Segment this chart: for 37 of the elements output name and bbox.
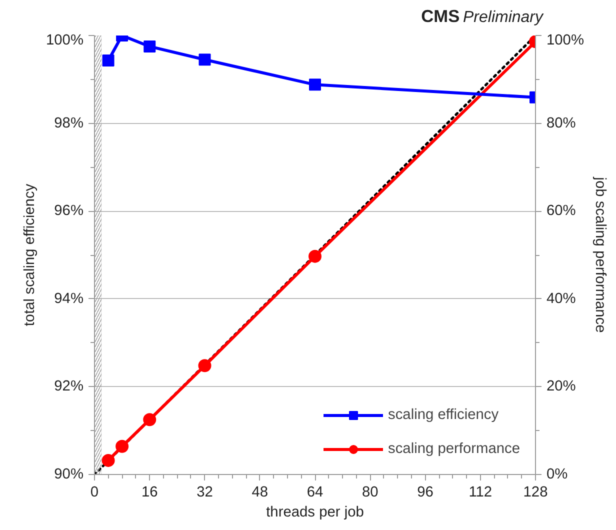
- x-tick-label: 96: [417, 484, 434, 500]
- y2-tick-label: 0%: [546, 466, 568, 482]
- legend-label: scaling performance: [388, 441, 520, 457]
- y-tick-label: 90%: [54, 466, 84, 482]
- point: [198, 54, 211, 66]
- y-tick-label: 96%: [54, 203, 84, 220]
- point: [198, 359, 212, 372]
- point: [308, 250, 322, 263]
- point: [309, 78, 321, 91]
- point: [116, 440, 129, 453]
- text: Preliminary: [462, 9, 543, 26]
- y-tick-label: 94%: [54, 290, 84, 307]
- y2-axis-title: job scaling performance: [592, 176, 608, 333]
- y-tick-label: 100%: [46, 32, 84, 48]
- x-tick-label: 128: [523, 484, 548, 500]
- y2-tick-label: 80%: [546, 115, 576, 132]
- x-tick-label: 112: [468, 484, 492, 500]
- y2-tick-label: 60%: [546, 203, 576, 220]
- x-tick-label: 48: [252, 484, 268, 500]
- text: CMS: [421, 6, 460, 26]
- point: [102, 454, 115, 467]
- x-tick-label: 0: [90, 484, 99, 500]
- y2-tick-label: 20%: [546, 378, 576, 395]
- point: [144, 40, 156, 52]
- x-axis-title: threads per job: [266, 504, 364, 520]
- y-tick-label: 98%: [54, 115, 84, 132]
- y-tick-label: 92%: [54, 378, 84, 395]
- y2-tick-label: 40%: [546, 290, 576, 307]
- legend-label: scaling efficiency: [388, 407, 499, 423]
- x-tick-label: 64: [306, 484, 324, 500]
- point: [143, 413, 156, 426]
- y2-tick-label: 100%: [546, 32, 584, 48]
- x-tick-label: 32: [196, 484, 213, 500]
- point: [102, 54, 114, 67]
- x-tick-label: 16: [141, 484, 158, 500]
- x-tick-label: 80: [362, 484, 378, 500]
- y-axis-title: total scaling efficiency: [22, 183, 38, 326]
